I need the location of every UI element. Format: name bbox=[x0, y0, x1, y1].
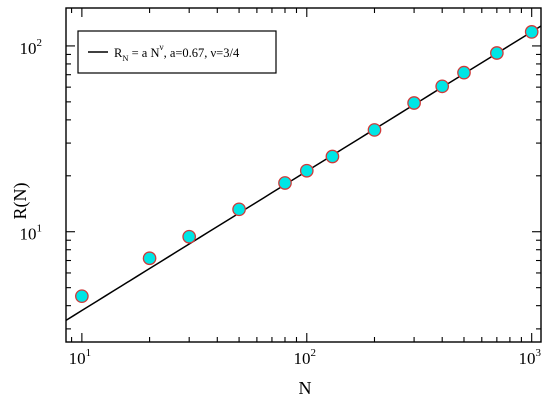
data-point bbox=[182, 229, 197, 244]
y-axis-ticks: 101 102 bbox=[20, 37, 541, 330]
x-tick-label: 101 bbox=[69, 347, 92, 368]
x-tick-label: 103 bbox=[518, 347, 541, 368]
data-point bbox=[489, 46, 504, 60]
y-axis-label: R(N) bbox=[10, 183, 31, 220]
data-point bbox=[325, 149, 340, 164]
y-tick-label: 102 bbox=[20, 37, 43, 58]
legend-equals: = a N bbox=[128, 46, 159, 60]
data-point bbox=[142, 251, 157, 266]
data-point bbox=[407, 96, 421, 110]
legend-superscript: ν bbox=[159, 42, 163, 52]
data-point bbox=[457, 65, 471, 80]
data-point bbox=[232, 202, 246, 217]
legend-symbol: R bbox=[114, 46, 123, 60]
y-tick-label: 101 bbox=[20, 223, 43, 244]
axes-frame bbox=[65, 7, 542, 343]
x-tick-label: 102 bbox=[294, 347, 317, 368]
legend: RN = a Nν, a=0.67, ν=3/4 bbox=[77, 30, 277, 74]
data-point bbox=[278, 176, 292, 190]
x-axis-label: N bbox=[299, 378, 312, 398]
legend-tail: , a=0.67, ν=3/4 bbox=[164, 46, 240, 60]
legend-box bbox=[77, 30, 277, 74]
data-point bbox=[75, 289, 89, 304]
plot-frame bbox=[65, 7, 542, 343]
x-axis-ticks: 101 102 103 bbox=[69, 8, 541, 368]
data-point bbox=[299, 163, 314, 178]
legend-subscript: N bbox=[122, 53, 128, 63]
data-points bbox=[75, 25, 539, 304]
legend-label: RN = a Nν, a=0.67, ν=3/4 bbox=[114, 42, 240, 63]
data-point bbox=[367, 123, 382, 137]
data-point bbox=[435, 79, 450, 94]
data-point bbox=[524, 25, 539, 39]
